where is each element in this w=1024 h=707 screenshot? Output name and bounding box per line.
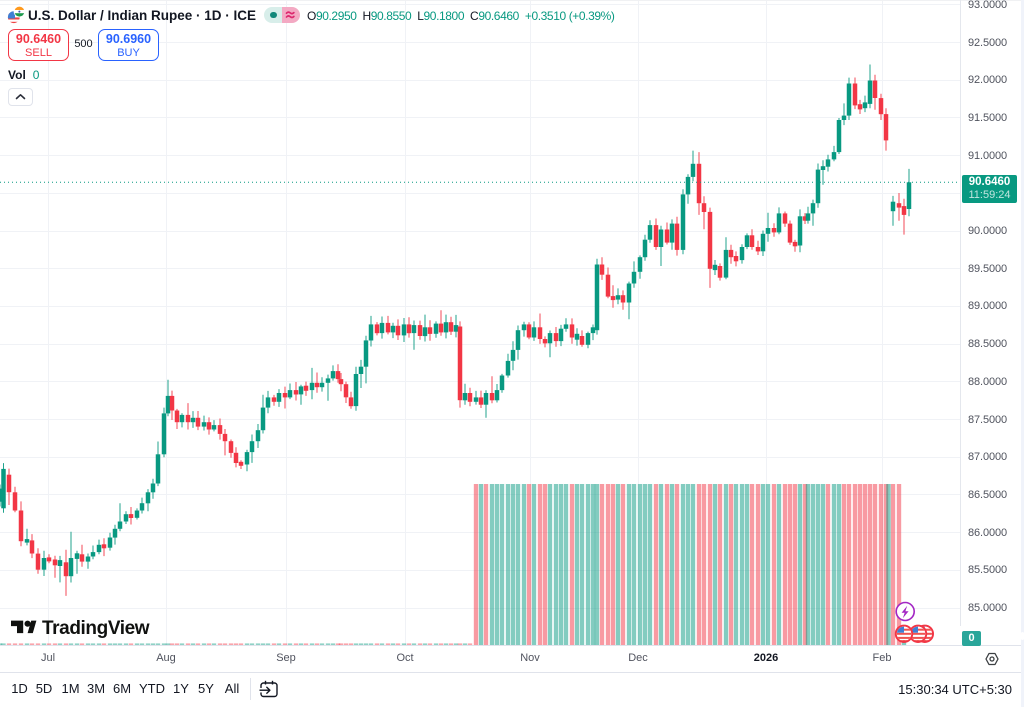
svg-text:TradingView: TradingView: [42, 618, 150, 639]
